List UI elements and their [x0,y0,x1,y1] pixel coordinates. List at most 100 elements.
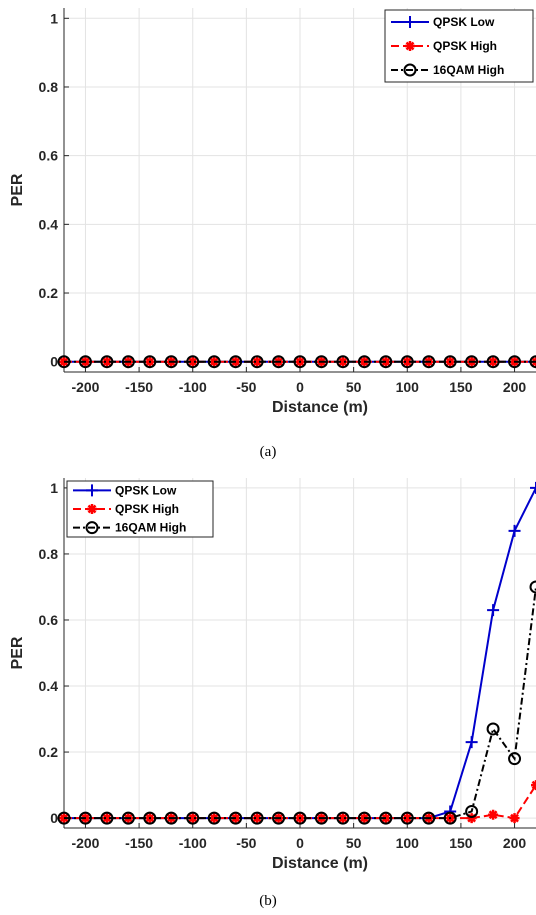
data-point-16qam-high [508,752,522,766]
y-axis-label: PER [9,173,26,206]
data-point-16qam-high [529,355,536,369]
data-point-16qam-high [164,811,178,825]
data-point-16qam-high [229,355,243,369]
data-point-qpsk-low [465,736,478,749]
data-point-qpsk-high [402,356,413,367]
x-tick-label: -50 [236,835,256,851]
data-point-16qam-high [314,811,328,825]
data-point-16qam-high [400,811,414,825]
data-point-16qam-high [186,355,200,369]
data-point-16qam-high [465,355,479,369]
y-tick-label: 0.8 [39,546,59,562]
x-tick-label: 100 [396,379,420,395]
data-point-qpsk-high [101,813,112,824]
x-tick-label: -50 [236,379,256,395]
y-tick-label: 1 [50,480,58,496]
data-point-16qam-high [78,355,92,369]
data-point-16qam-high [164,355,178,369]
legend-label-qpsk-high: QPSK High [115,502,179,516]
data-point-qpsk-high [337,356,348,367]
x-tick-label: -150 [125,835,153,851]
data-point-16qam-high [400,355,414,369]
data-point-16qam-high [379,811,393,825]
series-layer [57,481,536,825]
data-point-16qam-high [57,355,71,369]
data-point-16qam-high [357,811,371,825]
data-point-qpsk-high [488,809,499,820]
chart-panel-b: -200 -150 -100 -50 0 50 100 150 200 0 0.2 0.4 0.6 0.8… [9,478,536,909]
x-tick-label: 200 [503,379,527,395]
data-point-16qam-high [250,355,264,369]
data-point-qpsk-high [252,813,263,824]
y-tick-label: 0.6 [39,612,59,628]
y-tick-label: 0 [50,810,58,826]
data-point-16qam-high [336,355,350,369]
x-tick-label: -100 [179,379,207,395]
x-tick-label: 0 [296,835,304,851]
legend-label-16qam-high: 16QAM High [433,63,504,77]
x-tick-label: 200 [503,835,527,851]
legend-label-qpsk-low: QPSK Low [115,483,177,497]
data-point-qpsk-high [509,813,520,824]
legend-label-qpsk-high: QPSK High [433,39,497,53]
data-point-16qam-high [508,355,522,369]
figure-caption: (b) [259,893,277,909]
data-point-16qam-high [272,811,286,825]
legend-marker-16qam-high [403,63,417,77]
data-point-16qam-high [143,811,157,825]
data-point-16qam-high [121,811,135,825]
data-point-16qam-high [529,580,536,594]
legend-marker-qpsk-high [87,504,97,514]
data-point-qpsk-high [252,356,263,367]
data-point-16qam-high [379,355,393,369]
x-axis-label: Distance (m) [272,399,368,416]
y-axis-label: PER [9,636,26,669]
x-tick-label: -200 [71,835,99,851]
data-point-16qam-high [272,355,286,369]
data-point-16qam-high [422,355,436,369]
legend-marker-qpsk-low [86,484,98,497]
y-tick-label: 0.8 [39,79,59,95]
data-point-16qam-high [486,722,500,736]
data-point-16qam-high [443,355,457,369]
y-tick-label: 0.2 [39,285,59,301]
data-point-16qam-high [314,355,328,369]
legend-label-16qam-high: 16QAM High [115,521,186,535]
y-tick-label: 0.4 [39,216,59,232]
data-point-16qam-high [293,811,307,825]
chart-panel-a: -200 -150 -100 -50 0 50 100 150 200 0 0.2 0.4 0.6 0.8… [9,8,536,460]
figure-caption: (a) [260,444,277,460]
data-point-16qam-high [100,811,114,825]
y-tick-label: 0.2 [39,744,59,760]
legend-marker-qpsk-low [404,16,416,28]
legend-label-qpsk-low: QPSK Low [433,15,495,29]
x-tick-label: 0 [296,379,304,395]
data-point-16qam-high [486,355,500,369]
x-tick-label: -150 [125,379,153,395]
data-point-16qam-high [186,811,200,825]
data-point-16qam-high [443,811,457,825]
data-point-qpsk-high [466,813,477,824]
x-tick-label: -100 [179,835,207,851]
data-point-16qam-high [78,811,92,825]
data-point-16qam-high [229,811,243,825]
data-point-16qam-high [207,355,221,369]
x-tick-label: 50 [346,835,362,851]
y-tick-label: 0.4 [39,678,59,694]
x-tick-label: 150 [449,379,473,395]
data-point-16qam-high [357,355,371,369]
legend: QPSK Low QPSK High 16QAM High [66,480,214,538]
legend-marker-16qam-high [85,521,99,535]
data-point-16qam-high [336,811,350,825]
y-tick-label: 0.6 [39,148,59,164]
data-point-qpsk-low [487,604,500,617]
legend: QPSK Low QPSK High 16QAM High [384,9,534,83]
data-point-16qam-high [207,811,221,825]
series-line-16qam-high [64,586,536,820]
data-point-qpsk-high [187,813,198,824]
data-point-qpsk-high [187,356,198,367]
data-point-16qam-high [57,811,71,825]
data-point-qpsk-low [508,524,521,537]
data-point-qpsk-high [402,813,413,824]
data-point-16qam-high [100,355,114,369]
